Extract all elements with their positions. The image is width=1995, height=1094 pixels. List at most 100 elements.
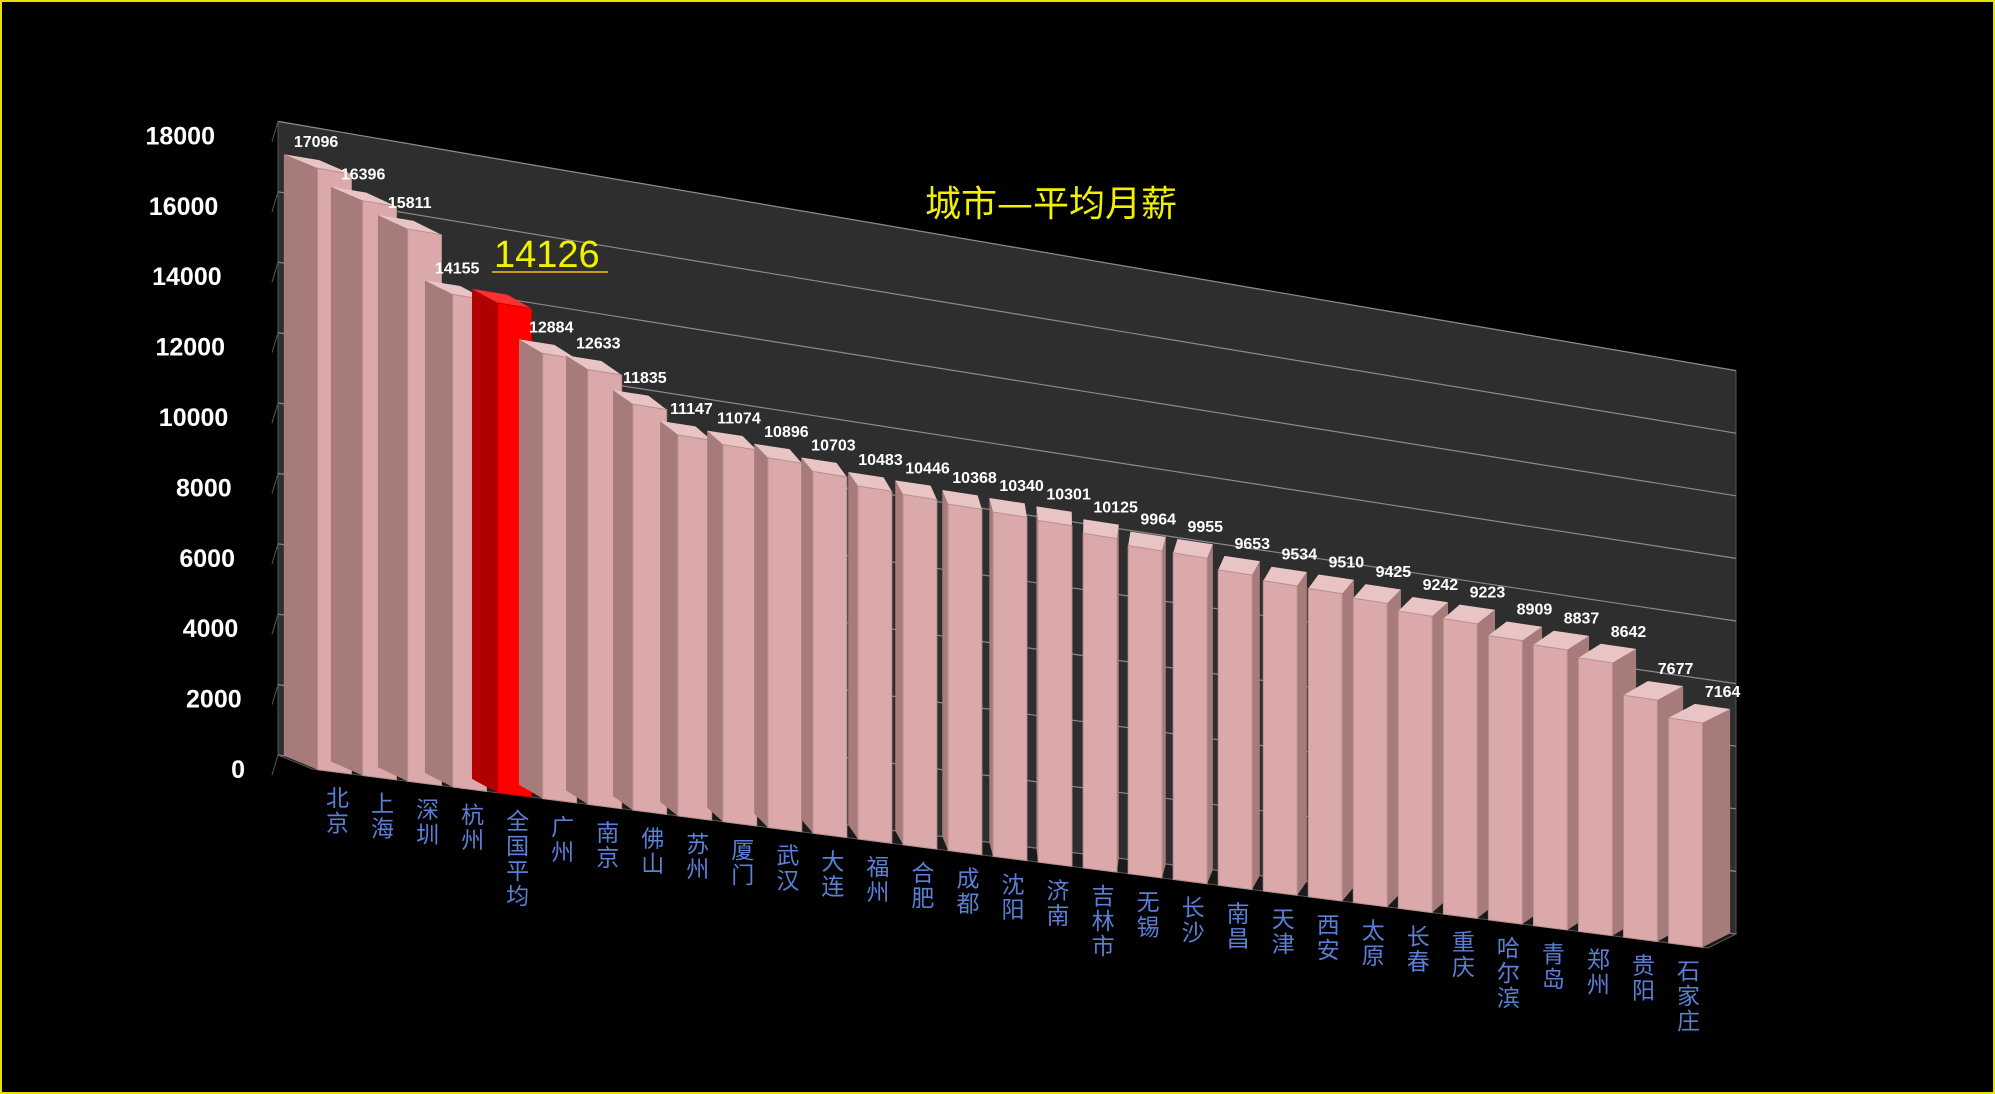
- data-label: 7677: [1658, 661, 1694, 678]
- bar-武汉: [754, 443, 803, 833]
- bar-西安: [1307, 574, 1354, 902]
- data-label: 10368: [952, 470, 997, 487]
- data-label: 12633: [576, 335, 621, 352]
- data-label: 9242: [1423, 577, 1459, 594]
- bar-top: [377, 214, 442, 235]
- bar-side: [283, 154, 318, 770]
- bar-合肥: [895, 480, 938, 850]
- y-tick-label: 6000: [179, 545, 235, 573]
- data-label: 14155: [435, 260, 480, 277]
- bar-top: [895, 480, 937, 500]
- bar-top: [801, 457, 847, 477]
- bar-side: [1342, 579, 1354, 902]
- bars: [283, 154, 1731, 948]
- category-label: 长春: [1407, 924, 1430, 975]
- bar-front: [902, 493, 938, 850]
- bar-side: [848, 471, 858, 840]
- category-label: 青岛: [1542, 942, 1565, 993]
- bar-front: [767, 457, 803, 833]
- bar-top: [1173, 538, 1213, 559]
- data-label: 9510: [1329, 554, 1365, 571]
- data-label: 10703: [811, 437, 856, 454]
- bar-成都: [942, 490, 983, 856]
- bar-苏州: [660, 420, 713, 821]
- gridline: [277, 120, 1737, 372]
- data-label: 8642: [1611, 624, 1647, 641]
- y-tick-label: 0: [231, 756, 245, 784]
- bar-side: [660, 420, 678, 816]
- category-label: 郑州: [1587, 948, 1610, 999]
- y-tick-label: 16000: [149, 193, 219, 221]
- bar-top: [1083, 519, 1119, 539]
- y-tick-label: 18000: [145, 122, 215, 150]
- bar-side: [424, 280, 453, 788]
- bar-front: [812, 470, 848, 839]
- bar-front: [857, 485, 893, 844]
- category-label: 南昌: [1227, 901, 1250, 952]
- bar-side: [1207, 544, 1213, 884]
- category-label: 沈阳: [1002, 873, 1025, 924]
- category-label: 贵阳: [1632, 953, 1655, 1004]
- bar-side: [330, 186, 363, 776]
- bar-top: [283, 154, 352, 175]
- y-tick-label: 8000: [176, 474, 232, 502]
- data-label: 9955: [1187, 519, 1223, 536]
- bar-top: [518, 339, 577, 359]
- bar-front: [947, 503, 983, 856]
- bar-front: [1172, 552, 1208, 885]
- bar-top: [1443, 604, 1496, 624]
- data-label: 10896: [764, 424, 809, 441]
- bar-front: [1037, 519, 1073, 868]
- side-gridline: [271, 332, 279, 353]
- bar-front: [1623, 694, 1658, 943]
- category-label: 佛山: [641, 826, 664, 877]
- data-label: 8837: [1564, 611, 1600, 628]
- category-label: 武汉: [776, 844, 799, 895]
- category-label: 天津: [1272, 907, 1295, 958]
- bar-南昌: [1217, 555, 1260, 891]
- data-label: 9425: [1376, 564, 1412, 581]
- data-label: 10301: [1046, 486, 1091, 503]
- data-label: 10340: [999, 478, 1044, 495]
- bar-top: [1398, 597, 1448, 617]
- bar-front: [632, 403, 668, 816]
- y-axis-ticks: 0 2000 4000 6000 8000 10000 12000 14000 16000 180…: [145, 122, 245, 784]
- bar-top: [754, 443, 802, 464]
- bar-front: [677, 434, 713, 821]
- category-label: 成都: [956, 867, 979, 918]
- bar-无锡: [1127, 531, 1166, 879]
- bar-top: [471, 288, 532, 309]
- bar-side: [1297, 571, 1307, 896]
- data-label: 11835: [623, 370, 667, 387]
- bar-top: [848, 471, 892, 492]
- category-label: 石家庄: [1677, 959, 1700, 1035]
- y-tick-label: 2000: [186, 686, 242, 714]
- data-label: 9534: [1282, 547, 1318, 564]
- category-label: 福州: [866, 855, 889, 906]
- bar-top: [1668, 703, 1731, 723]
- bar-front: [1352, 597, 1388, 908]
- bar-top: [613, 390, 667, 410]
- bar-top: [1218, 555, 1260, 576]
- bar-长沙: [1172, 538, 1213, 885]
- category-label: 苏州: [686, 832, 709, 883]
- data-label: 10446: [905, 460, 950, 477]
- bar-side: [1162, 536, 1166, 878]
- data-label: 9964: [1140, 512, 1176, 529]
- side-gridline: [271, 754, 279, 776]
- bar-top: [424, 280, 487, 301]
- data-label: 10483: [858, 452, 903, 469]
- data-label: 12884: [529, 319, 574, 336]
- side-gridline: [271, 402, 279, 424]
- side-gridline: [271, 684, 279, 705]
- category-label: 西安: [1317, 913, 1340, 964]
- bar-front: [1217, 569, 1253, 891]
- bar-front: [1532, 644, 1568, 931]
- data-label: 7164: [1705, 684, 1741, 701]
- bar-贵阳: [1623, 681, 1684, 943]
- side-gridline: [271, 473, 279, 494]
- data-label: 9223: [1470, 585, 1506, 602]
- bar-side: [942, 490, 949, 851]
- bar-side: [754, 443, 768, 828]
- bar-side: [895, 480, 904, 845]
